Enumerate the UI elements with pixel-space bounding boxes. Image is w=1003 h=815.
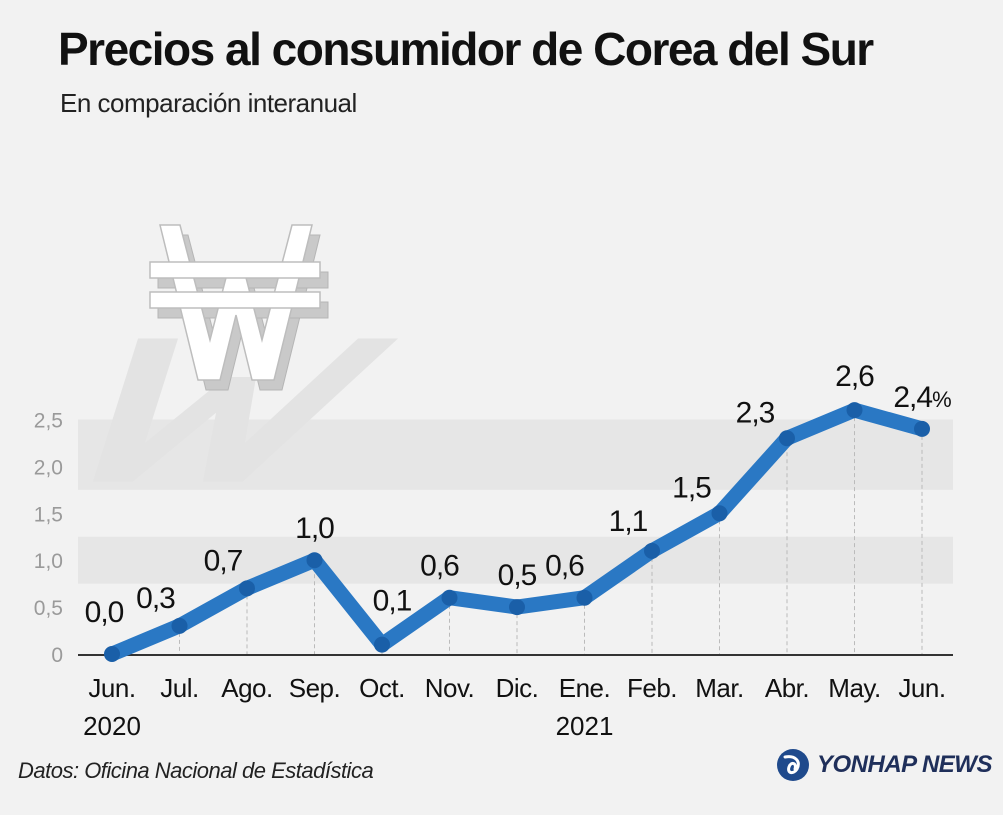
chart-title: Precios al consumidor de Corea del Sur bbox=[58, 23, 874, 75]
data-label: 2,3 bbox=[736, 396, 775, 429]
unit-label: % bbox=[932, 387, 951, 412]
data-label: 0,5 bbox=[498, 559, 537, 592]
y-tick-label: 1,0 bbox=[34, 550, 63, 573]
data-point bbox=[441, 589, 458, 606]
data-label: 0,0 bbox=[85, 596, 124, 629]
data-point bbox=[711, 505, 728, 522]
data-point bbox=[509, 599, 525, 616]
x-tick-label: Ene. bbox=[559, 673, 611, 703]
data-label: 0,3 bbox=[136, 582, 175, 615]
data-point bbox=[779, 430, 795, 447]
y-tick-label: 1,5 bbox=[34, 503, 63, 526]
data-labels: 0,0 0,30,71,00,10,6 0,5 0,61,11,52,32,62,4% bbox=[85, 360, 952, 629]
data-label: 2,6 bbox=[835, 360, 874, 393]
yonhap-logo-text: YONHAP NEWS bbox=[817, 751, 992, 778]
data-label: 0,6 bbox=[420, 550, 459, 583]
data-point bbox=[846, 402, 863, 419]
y-axis: 0 0,5 1,0 1,5 2,0 2,5 bbox=[34, 410, 63, 668]
x-tick-label: Oct. bbox=[359, 673, 405, 703]
x-year-label: 2021 bbox=[556, 711, 614, 741]
data-label: 0,7 bbox=[204, 544, 243, 577]
data-point bbox=[171, 617, 188, 634]
background-band bbox=[78, 536, 953, 584]
x-tick-label: Dic. bbox=[496, 673, 539, 703]
data-label: 1,5 bbox=[672, 471, 711, 504]
x-tick-label: Jul. bbox=[160, 673, 198, 703]
won-currency-icon bbox=[92, 224, 399, 482]
data-point bbox=[914, 420, 930, 437]
data-label: 0,1 bbox=[373, 585, 412, 618]
y-tick-label: 2,5 bbox=[34, 410, 63, 433]
x-tick-label: Mar. bbox=[695, 673, 744, 703]
y-tick-label: 0,5 bbox=[34, 597, 63, 620]
data-label: 1,0 bbox=[295, 512, 334, 545]
data-point bbox=[644, 542, 660, 559]
data-point bbox=[374, 636, 390, 653]
x-axis-labels: Jun. Jul. Ago. Sep. Oct. Nov. Dic. Ene. Feb. Mar.… bbox=[83, 673, 946, 741]
x-tick-label: Ago. bbox=[221, 673, 273, 703]
yonhap-logo-icon bbox=[777, 749, 809, 781]
data-point bbox=[306, 552, 323, 569]
data-label: 2,4% bbox=[893, 381, 951, 414]
x-tick-label: Nov. bbox=[425, 673, 475, 703]
x-year-label: 2020 bbox=[83, 711, 141, 741]
data-label: 1,1 bbox=[609, 505, 648, 538]
x-tick-label: Abr. bbox=[765, 673, 809, 703]
x-tick-label: Sep. bbox=[289, 673, 341, 703]
data-point bbox=[239, 580, 255, 597]
data-point bbox=[576, 589, 593, 606]
data-point bbox=[104, 646, 120, 662]
x-tick-label: May. bbox=[828, 673, 880, 703]
chart-subtitle: En comparación interanual bbox=[60, 88, 357, 118]
vertical-guides bbox=[179, 410, 923, 654]
x-tick-label: Feb. bbox=[627, 673, 677, 703]
y-tick-label: 2,0 bbox=[34, 456, 63, 479]
x-tick-label: Jun. bbox=[898, 673, 945, 703]
data-label: 0,6 bbox=[545, 550, 584, 583]
yonhap-logo: YONHAP NEWS bbox=[775, 747, 992, 783]
y-tick-label: 0 bbox=[51, 644, 63, 667]
data-points bbox=[104, 402, 930, 662]
x-tick-label: Jun. bbox=[88, 673, 135, 703]
source-note: Datos: Oficina Nacional de Estadística bbox=[18, 758, 374, 783]
